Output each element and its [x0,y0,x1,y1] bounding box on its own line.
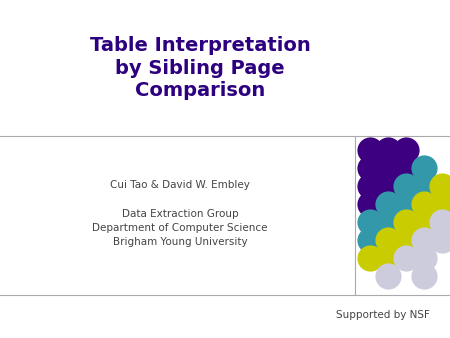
Point [402,255,410,261]
Point [420,255,427,261]
Text: Supported by NSF: Supported by NSF [336,310,430,320]
Text: Table Interpretation
by Sibling Page
Comparison: Table Interpretation by Sibling Page Com… [90,36,310,100]
Point [366,255,373,261]
Point [384,183,392,189]
Point [366,147,373,153]
Point [438,219,446,225]
Point [420,165,427,171]
Point [420,273,427,279]
Point [438,237,446,243]
Point [384,255,392,261]
Point [366,183,373,189]
Point [438,183,446,189]
Point [402,147,410,153]
Point [438,201,446,207]
Point [384,165,392,171]
Point [384,201,392,207]
Point [402,219,410,225]
Point [384,237,392,243]
Point [402,201,410,207]
Text: Data Extraction Group
Department of Computer Science
Brigham Young University: Data Extraction Group Department of Comp… [92,209,268,247]
Text: Cui Tao & David W. Embley: Cui Tao & David W. Embley [110,180,250,190]
Point [420,237,427,243]
Point [384,219,392,225]
Point [420,201,427,207]
Point [420,183,427,189]
Point [366,201,373,207]
Point [384,273,392,279]
Point [366,237,373,243]
Point [420,219,427,225]
Point [402,165,410,171]
Point [384,147,392,153]
Point [402,237,410,243]
Point [402,183,410,189]
Point [366,219,373,225]
Point [366,165,373,171]
